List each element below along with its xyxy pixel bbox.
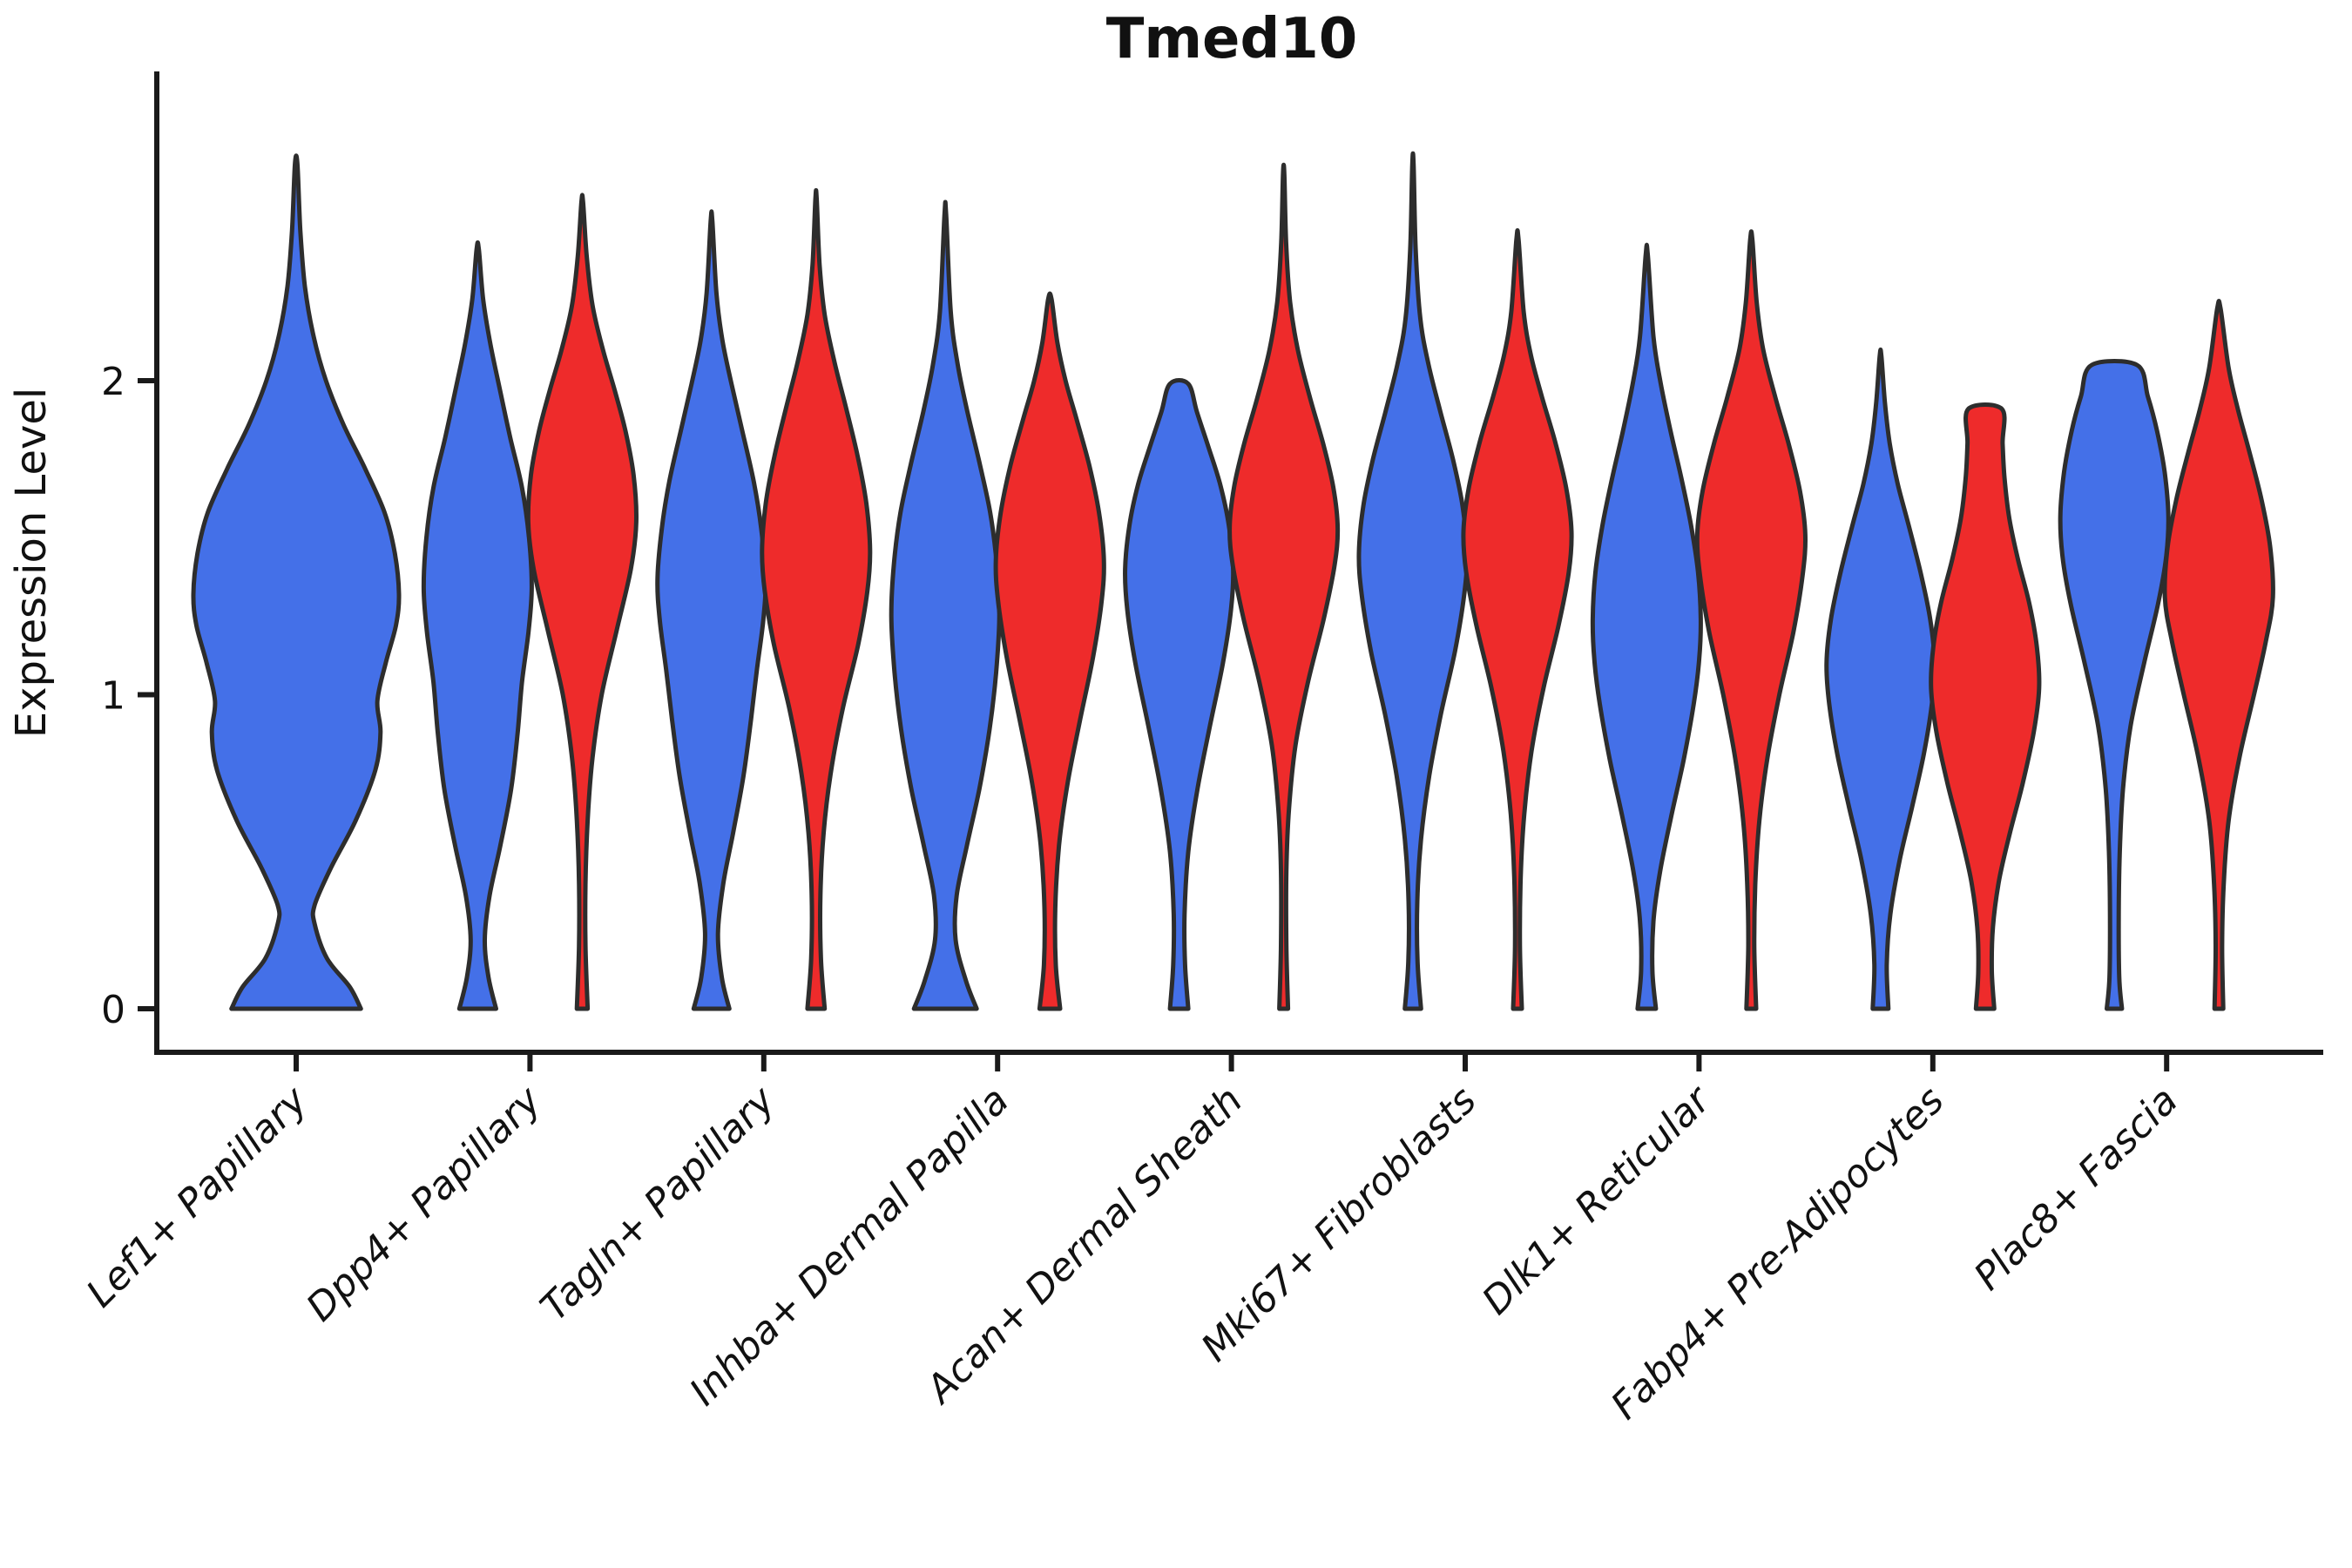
axes-layer (138, 71, 2323, 1071)
y-tick-label: 0 (101, 988, 125, 1032)
violin-dlk1-reticular-blue (1590, 242, 1703, 1011)
violin-lef1-papillary-blue (191, 153, 402, 1011)
violin-tagln-papillary-red (760, 187, 873, 1011)
violin-acan-dermal-sheath-red (1227, 162, 1341, 1011)
x-tick-label: Dlk1+ Reticular (1474, 1077, 1720, 1323)
violin-acan-dermal-sheath-blue (1123, 378, 1236, 1011)
violin-mki67-fibroblasts-red (1461, 227, 1574, 1011)
y-tick-label: 1 (101, 674, 125, 719)
violin-dlk1-reticular-red (1694, 229, 1808, 1011)
violin-plac8-fascia-red (2162, 299, 2275, 1011)
y-axis-label: Expression Level (7, 388, 56, 739)
violin-plac8-fascia-blue (2058, 359, 2171, 1011)
x-tick-label: Tagln+ Papillary (532, 1078, 784, 1329)
y-tick-label: 2 (101, 360, 125, 404)
chart-title: Tmed10 (1106, 7, 1358, 71)
violin-inhba-dermal-papilla-blue (889, 199, 1002, 1011)
x-tick-label: Dpp4+ Papillary (298, 1078, 551, 1330)
violin-tagln-papillary-blue (655, 209, 768, 1011)
violin-fabp4-pre-adipocytes-red (1929, 402, 2042, 1011)
violin-dpp4-papillary-blue (421, 240, 534, 1011)
violin-mki67-fibroblasts-blue (1356, 151, 1470, 1011)
x-tick-label: Lef1+ Papillary (78, 1078, 317, 1316)
axis-spines (154, 71, 2323, 1055)
violin-inhba-dermal-papilla-red (993, 291, 1106, 1011)
x-tick-label: Plac8+ Fascia (1966, 1078, 2186, 1299)
violins-layer (191, 151, 2275, 1011)
violin-dpp4-papillary-red (525, 193, 639, 1011)
violin-fabp4-pre-adipocytes-blue (1824, 347, 1937, 1011)
